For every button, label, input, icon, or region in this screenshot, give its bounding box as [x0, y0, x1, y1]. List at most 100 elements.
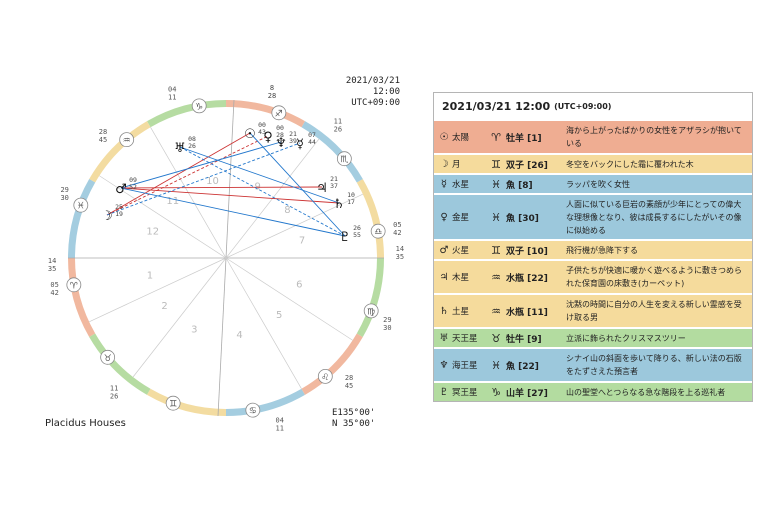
- sign-symbol-icon: ♉: [491, 331, 501, 345]
- zodiac-sign-icon: ♌: [321, 373, 329, 383]
- sign-name: 魚 [8]: [506, 180, 533, 191]
- sign-symbol-icon: ♒: [491, 270, 501, 284]
- zodiac-glyph-bg: [271, 105, 287, 121]
- aspect-line: [106, 132, 251, 216]
- aspect-line: [179, 146, 340, 204]
- house-number: 3: [191, 324, 197, 335]
- cusp-degree: 11: [110, 384, 118, 392]
- cusp-minute: 26: [110, 392, 118, 400]
- planet-symbol-icon: ♆: [439, 359, 449, 371]
- sign-name: 魚 [30]: [506, 213, 539, 224]
- sign-symbol-icon: ♓: [491, 358, 501, 372]
- planet-degree: 26: [353, 224, 361, 232]
- planet-row: ♇ 冥王星 ♑ 山羊 [27] 山の聖堂へとつらなる急な階段を上る巡礼者: [434, 381, 752, 401]
- cusp-minute: 45: [345, 382, 353, 390]
- planet-glyph-icon: ♆: [275, 136, 287, 151]
- planet-symbol-icon: ☽: [439, 158, 449, 170]
- extra-minute: 28: [268, 92, 276, 100]
- sign-name: 牡羊 [1]: [506, 133, 542, 144]
- sign-symbol-icon: ♑: [491, 385, 501, 399]
- cusp-minute: 11: [168, 94, 176, 102]
- zodiac-ring-segment: [301, 121, 363, 183]
- sign-name: 水瓶 [22]: [506, 273, 548, 284]
- planet-name: 土星: [452, 307, 470, 317]
- longitude-label: E135°00': [332, 408, 376, 418]
- house-cusp-line: [225, 257, 353, 341]
- house-number: 5: [276, 310, 282, 321]
- aspect-line: [179, 146, 346, 237]
- zodiac-ring-segment: [301, 333, 363, 395]
- planet-symbol-icon: ♃: [439, 271, 449, 283]
- sabian-description: 飛行機が急降下する: [566, 245, 638, 255]
- sabian-description: 冬空をバックにした霜に覆われた木: [566, 159, 694, 169]
- planet-symbol-icon: ☉: [439, 131, 449, 143]
- planet-name: 天王星: [452, 334, 478, 344]
- zodiac-sign-icon: ♉: [104, 354, 112, 364]
- planet-row: ♀ 金星 ♓ 魚 [30] 人面に似ている巨岩の素顔が少年にとっての偉大な理想像となり、…: [434, 193, 752, 239]
- zodiac-sign-icon: ♊: [169, 400, 177, 410]
- house-cusp-line: [225, 257, 302, 389]
- house-number: 2: [161, 301, 167, 312]
- cusp-minute: 30: [60, 194, 68, 202]
- sign-symbol-icon: ♊: [491, 157, 501, 171]
- planet-row: ♂ 火星 ♊ 双子 [10] 飛行機が急降下する: [434, 239, 752, 259]
- house-number: 11: [166, 196, 179, 207]
- sign-symbol-icon: ♈: [491, 130, 501, 144]
- planet-row: ♅ 天王星 ♉ 牡牛 [9] 立派に飾られたクリスマスツリー: [434, 327, 752, 347]
- zodiac-sign-icon: ♓: [77, 202, 85, 212]
- planet-degree: 07: [308, 131, 316, 139]
- zodiac-glyph-bg: [100, 349, 116, 365]
- cusp-minute: 35: [396, 253, 404, 261]
- house-number: 1: [147, 271, 153, 282]
- planet-name: 冥王星: [452, 388, 478, 398]
- planet-minute: 43: [258, 128, 266, 136]
- planet-row: ♃ 木星 ♒ 水瓶 [22] 子供たちが快適に暖かく遊べるように敷きつめられた保育園の床…: [434, 259, 752, 293]
- house-number: 4: [236, 330, 242, 341]
- house-number: 7: [299, 235, 305, 246]
- planet-name: 月: [452, 160, 461, 170]
- sign-symbol-icon: ♓: [491, 177, 501, 191]
- extra-degree: 8: [270, 84, 274, 92]
- planet-minute: 37: [330, 182, 338, 190]
- zodiac-ring-segment: [89, 121, 151, 183]
- planet-minute: 52: [129, 183, 137, 191]
- planet-name: 木星: [452, 273, 470, 283]
- planet-row: ☿ 水星 ♓ 魚 [8] ラッパを吹く女性: [434, 173, 752, 193]
- planet-table: 2021/03/21 12:00 (UTC+09:00) ☉ 太陽 ♈ 牡羊 [1] 海…: [433, 92, 753, 402]
- planet-glyph-icon: ♀: [263, 130, 273, 145]
- zodiac-glyph-bg: [317, 368, 333, 384]
- sign-name: 山羊 [27]: [506, 388, 548, 399]
- aspect-line: [120, 141, 282, 189]
- table-date: 2021/03/21 12:00: [442, 99, 551, 113]
- aspect-line: [120, 187, 346, 237]
- chart-date: 2021/03/21: [345, 76, 400, 86]
- planet-glyph-icon: ♅: [174, 141, 186, 156]
- aspect-line: [106, 142, 301, 216]
- zodiac-glyph-bg: [370, 223, 386, 239]
- zodiac-sign-icon: ♑: [195, 102, 203, 112]
- cusp-minute: 11: [276, 424, 284, 432]
- planet-minute: 26: [188, 142, 196, 150]
- zodiac-ring-segment: [68, 179, 96, 259]
- zodiac-glyph-bg: [66, 277, 82, 293]
- cusp-degree: 28: [99, 128, 107, 136]
- planet-name: 金星: [452, 213, 470, 223]
- house-cusp-line: [225, 193, 364, 259]
- zodiac-glyph-bg: [245, 402, 261, 418]
- cusp-minute: 35: [48, 265, 56, 273]
- sabian-description: 沈黙の時間に自分の人生を変える新しい霊感を受け取る男: [566, 300, 742, 322]
- planet-degree: 08: [188, 135, 196, 143]
- planet-glyph-icon: ♂: [115, 182, 127, 197]
- house-cusp-line: [88, 257, 227, 323]
- zodiac-glyph-bg: [73, 197, 89, 213]
- cusp-degree: 11: [334, 118, 342, 126]
- zodiac-ring-segment: [68, 257, 96, 337]
- planet-symbol-icon: ☿: [440, 178, 448, 190]
- planet-symbol-icon: ♄: [439, 305, 449, 317]
- planet-degree: 21: [330, 175, 338, 183]
- sabian-description: 海から上がったばかりの女性をアザラシが抱いている: [566, 126, 742, 148]
- planet-row: ☽ 月 ♊ 双子 [26] 冬空をバックにした霜に覆われた木: [434, 153, 752, 173]
- sign-name: 双子 [10]: [506, 246, 548, 257]
- sabian-description: 山の聖堂へとつらなる急な階段を上る巡礼者: [566, 387, 726, 397]
- zodiac-glyph-bg: [165, 395, 181, 411]
